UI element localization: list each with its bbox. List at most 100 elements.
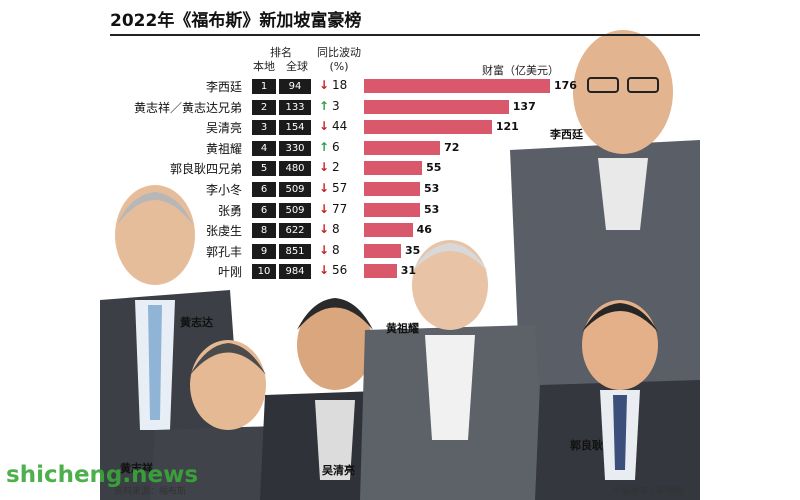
- rank-global: 480: [279, 161, 311, 177]
- row-name: 李小冬: [205, 183, 242, 197]
- rank-global: 154: [279, 120, 311, 136]
- bar: [364, 161, 423, 176]
- bar-value-label: 53: [424, 182, 440, 195]
- arrow-up-icon: ↑: [318, 98, 330, 113]
- change-value: 56: [332, 263, 348, 278]
- photo-label-huang-zhida: 黄志达: [180, 316, 213, 329]
- change-value: 8: [332, 242, 340, 257]
- change-cell: ↓ 2: [318, 160, 340, 174]
- rank-local: 1: [252, 79, 276, 94]
- rank-local: 6: [252, 202, 276, 218]
- rank-local: 3: [252, 120, 276, 136]
- row-name: 张勇: [217, 203, 242, 218]
- photo-label-li-xiting: 李西廷: [550, 128, 583, 141]
- arrow-down-icon: ↓: [318, 78, 330, 92]
- bar-value-label: 176: [554, 79, 577, 92]
- header-rank: 排名: [270, 46, 292, 59]
- header-change: 同比波动: [317, 46, 361, 59]
- rank-global: 509: [279, 202, 311, 218]
- portrait-guo-lianggeng: [535, 300, 700, 500]
- change-cell: ↓ 77: [318, 202, 347, 216]
- rank-local: 10: [252, 264, 276, 280]
- footer-credit: 早报图表｜陈锐勤: [612, 487, 685, 497]
- change-cell: ↓ 44: [318, 119, 347, 133]
- bar-value-label: 137: [512, 99, 536, 113]
- bar: [364, 243, 401, 258]
- change-cell: ↓ 18: [318, 78, 347, 92]
- photo-label-wu-qingliang: 吴清亮: [322, 464, 355, 477]
- change-cell: ↓ 56: [318, 263, 347, 277]
- row-name: 叶刚: [217, 265, 242, 280]
- rank-global: 509: [279, 182, 311, 197]
- row-name: 黄祖耀: [205, 141, 242, 156]
- arrow-down-icon: ↓: [318, 263, 330, 278]
- portrait-illustrations: [100, 30, 700, 500]
- rank-global: 94: [279, 79, 311, 94]
- portrait-area: 黄志达 黄志祥 吴清亮 黄祖耀 李西廷 郭良耿: [100, 0, 700, 500]
- rank-global: 622: [279, 223, 311, 239]
- bar-value-label: 35: [404, 243, 421, 257]
- watermark: shicheng.news: [6, 462, 199, 488]
- bar-value-label: 121: [495, 120, 519, 134]
- rank-global: 133: [279, 99, 311, 115]
- row-name: 张虔生: [205, 224, 242, 239]
- header-change-unit: (%): [329, 60, 349, 73]
- bar-value-label: 53: [424, 202, 440, 216]
- arrow-down-icon: ↓: [318, 119, 330, 134]
- arrow-down-icon: ↓: [318, 242, 330, 257]
- bar: [364, 79, 550, 93]
- row-name: 郭良耿四兄弟: [169, 162, 242, 177]
- change-value: 18: [332, 78, 348, 92]
- row-name: 李西廷: [205, 80, 242, 94]
- portrait-huang-zuyao: [360, 240, 545, 500]
- rank-global: 851: [279, 243, 311, 259]
- bar: [364, 223, 413, 238]
- rank-global: 984: [279, 264, 311, 280]
- bar-value-label: 31: [400, 264, 417, 278]
- photo-label-huang-zhixiang: 黄志祥: [120, 462, 153, 475]
- header-local: 本地: [253, 60, 275, 73]
- arrow-down-icon: ↓: [318, 181, 330, 195]
- bar: [364, 140, 441, 155]
- bar-value-label: 55: [426, 161, 442, 175]
- row-name: 吴清亮: [205, 121, 242, 136]
- change-cell: ↓ 8: [318, 243, 340, 257]
- row-name: 黄志祥／黄志达兄弟: [133, 100, 242, 115]
- arrow-down-icon: ↓: [318, 201, 330, 216]
- change-value: 44: [332, 119, 348, 134]
- change-value: 2: [332, 160, 340, 175]
- rank-local: 5: [252, 161, 276, 177]
- bar-value-label: 72: [444, 140, 460, 154]
- page-title: 2022年《福布斯》新加坡富豪榜: [110, 11, 362, 31]
- rank-local: 6: [252, 182, 276, 197]
- bar: [364, 182, 420, 196]
- change-value: 57: [332, 181, 348, 195]
- bar: [364, 264, 397, 279]
- change-cell: ↑ 6: [318, 140, 340, 154]
- change-value: 3: [332, 98, 340, 113]
- header-wealth: 财富（亿美元）: [482, 64, 559, 77]
- bar: [364, 99, 509, 114]
- change-cell: ↓ 8: [318, 222, 340, 236]
- row-name: 郭孔丰: [205, 244, 242, 259]
- photo-label-huang-zuyao: 黄祖耀: [386, 322, 419, 335]
- arrow-down-icon: ↓: [318, 160, 330, 175]
- arrow-up-icon: ↑: [318, 139, 330, 154]
- change-value: 77: [332, 201, 348, 216]
- rank-local: 2: [252, 99, 276, 115]
- change-value: 8: [332, 222, 340, 237]
- header-global: 全球: [286, 60, 308, 73]
- rank-local: 9: [252, 243, 276, 259]
- change-cell: ↑ 3: [318, 99, 340, 113]
- photo-label-guo-lianggeng: 郭良耿: [570, 439, 603, 452]
- bar: [364, 120, 492, 135]
- rank-local: 8: [252, 223, 276, 239]
- rank-global: 330: [279, 140, 311, 156]
- title-divider: [110, 34, 700, 36]
- arrow-down-icon: ↓: [318, 222, 330, 237]
- bar-value-label: 46: [416, 223, 432, 237]
- rank-local: 4: [252, 140, 276, 156]
- footer-source: 资料来源：福布斯: [114, 487, 187, 497]
- change-value: 6: [332, 139, 340, 154]
